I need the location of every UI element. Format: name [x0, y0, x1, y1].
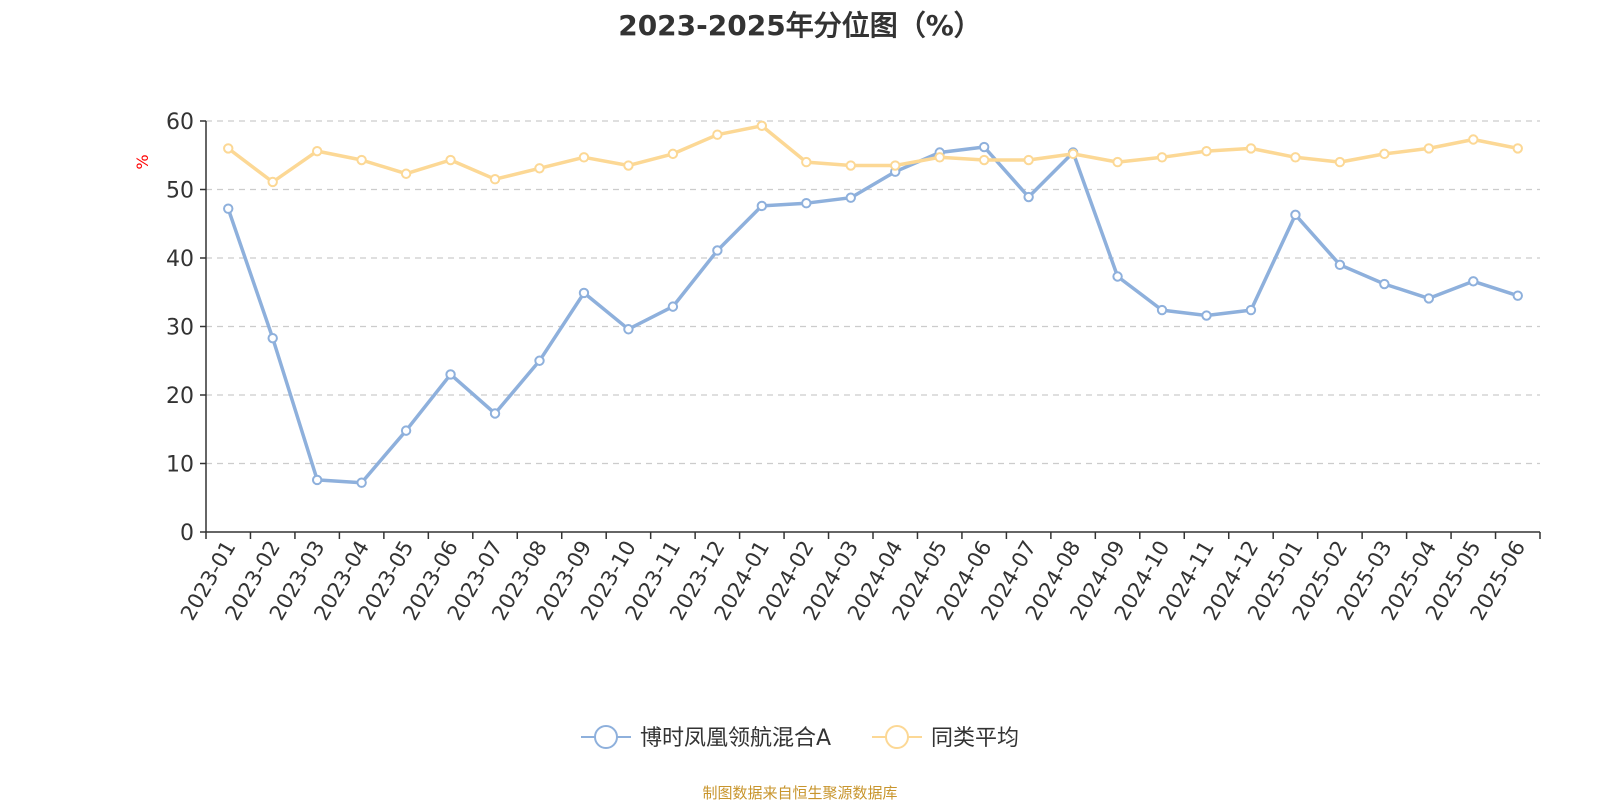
y-tick-label: 40 [166, 247, 194, 272]
data-point [1379, 148, 1390, 160]
y-tick-label: 10 [166, 453, 194, 478]
data-point [1423, 143, 1435, 154]
data-point [1245, 304, 1257, 316]
legend-label: 博时凤凰领航混合A [640, 726, 831, 751]
data-source-note: 制图数据来自恒生聚源数据库 [702, 784, 898, 802]
grid-lines [206, 120, 1540, 465]
data-point [1512, 290, 1523, 301]
data-point [756, 120, 768, 131]
data-point [667, 148, 679, 160]
data-point [445, 369, 456, 380]
data-point [445, 154, 456, 166]
data-point [1023, 154, 1034, 166]
data-point [1156, 152, 1168, 163]
data-point [223, 203, 234, 214]
data-point [489, 408, 501, 419]
data-point [845, 160, 856, 171]
data-point [1379, 278, 1390, 290]
data-point [978, 154, 990, 166]
y-axis-label: % [133, 154, 152, 169]
data-point [934, 152, 945, 163]
series-line-0 [226, 145, 1519, 485]
data-point [712, 245, 723, 256]
data-point [489, 174, 501, 185]
data-point [1290, 209, 1301, 221]
data-point [400, 168, 412, 179]
data-point [1156, 304, 1168, 316]
data-point [1067, 148, 1079, 160]
data-point [1334, 156, 1346, 168]
data-point [1245, 143, 1257, 154]
data-point [578, 152, 590, 163]
y-tick-label: 50 [166, 179, 194, 204]
legend-marker [594, 725, 618, 749]
data-point [1334, 259, 1346, 271]
data-point [756, 200, 768, 212]
data-point [1468, 134, 1479, 145]
data-point [311, 474, 323, 486]
data-point [578, 287, 590, 299]
data-point [1112, 271, 1123, 282]
data-point [1290, 152, 1301, 163]
data-point [311, 145, 323, 157]
legend-marker [885, 725, 909, 749]
y-tick-label: 60 [166, 110, 194, 135]
data-point [356, 154, 367, 166]
data-point [801, 156, 812, 168]
chart-title: 2023-2025年分位图（%） [618, 9, 982, 42]
data-point [1201, 145, 1212, 157]
data-point [534, 355, 545, 366]
data-point [978, 141, 990, 153]
legend: 博时凤凰领航混合A 同类平均 [581, 725, 1019, 751]
y-tick-label: 20 [166, 384, 194, 409]
axes: 0102030405060%2023-012023-022023-032023-… [133, 110, 1541, 624]
y-tick-label: 0 [180, 521, 194, 546]
data-point [845, 192, 856, 203]
data-point [890, 160, 901, 171]
data-point [1468, 276, 1479, 287]
data-point [534, 163, 545, 174]
y-tick-label: 30 [166, 316, 194, 341]
data-point [267, 332, 278, 344]
data-point [1423, 293, 1435, 304]
data-point [267, 176, 278, 188]
legend-label: 同类平均 [931, 726, 1019, 751]
data-point [1201, 310, 1212, 321]
data-point [1112, 156, 1123, 168]
data-point [1512, 143, 1523, 154]
series [223, 120, 1523, 488]
data-point [1023, 191, 1034, 203]
data-point [667, 301, 679, 312]
data-point [356, 477, 367, 488]
data-point [400, 425, 412, 436]
data-point [801, 198, 812, 209]
series-line-1 [227, 124, 1519, 184]
data-point [712, 129, 723, 140]
data-point [623, 324, 634, 335]
data-point [623, 160, 634, 171]
data-point [223, 143, 234, 154]
